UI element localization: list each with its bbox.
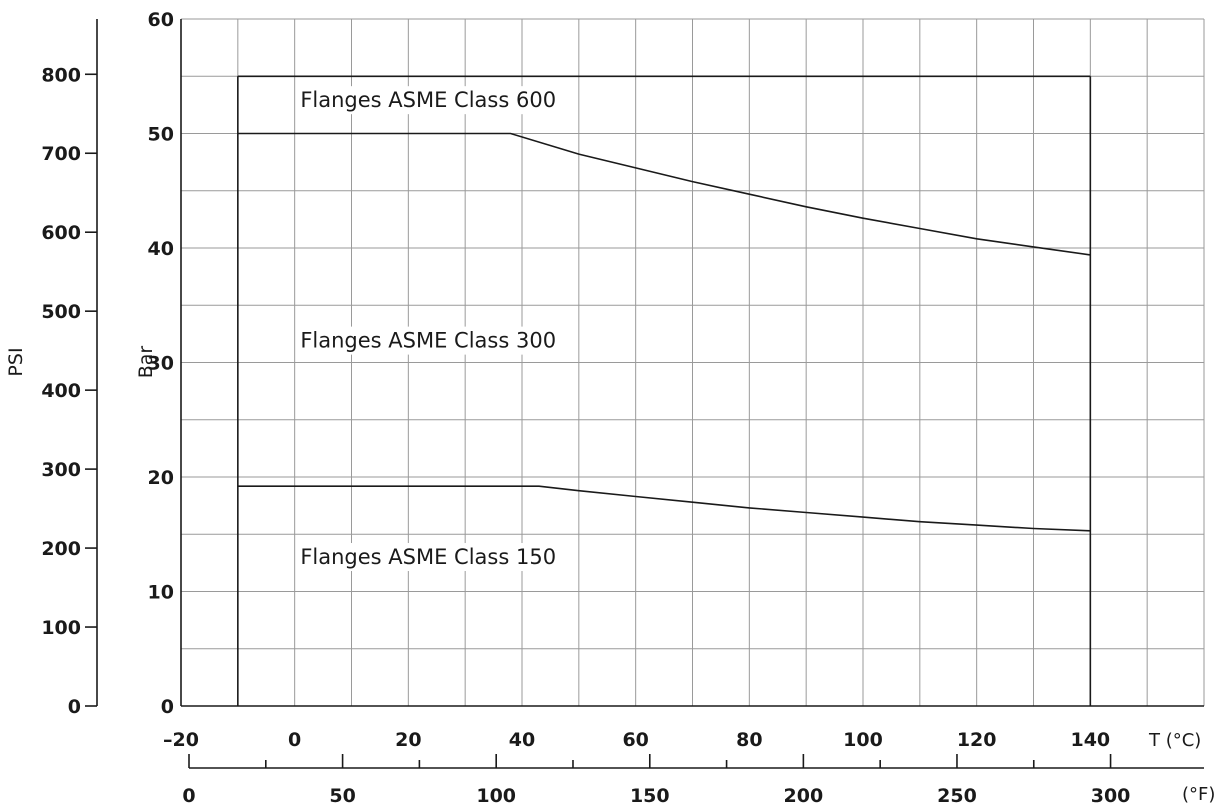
- psi-axis-title: PSI: [5, 347, 27, 376]
- psi-tick-label: 400: [41, 380, 81, 402]
- fahrenheit-tick-label: 150: [630, 785, 670, 807]
- grid: [180, 18, 1205, 707]
- region-label: Flanges ASME Class 150: [300, 545, 556, 569]
- celsius-tick-label: 60: [622, 729, 648, 751]
- psi-tick-label: 600: [41, 222, 81, 244]
- region-label-background: [297, 326, 560, 355]
- fahrenheit-tick-label: 0: [182, 785, 195, 807]
- psi-tick-label: 300: [41, 459, 81, 481]
- region-label-background: [297, 86, 560, 115]
- region-label-background: [297, 543, 560, 572]
- curves: [237, 75, 1092, 706]
- fahrenheit-tick-label: 50: [329, 785, 355, 807]
- celsius-tick-label: 0: [288, 729, 301, 751]
- psi-tick-label: 200: [41, 538, 81, 560]
- labels: Flanges ASME Class 600 Flanges ASME Class…: [297, 86, 560, 572]
- celsius-tick-label: 80: [736, 729, 762, 751]
- bar-tick-label: 40: [148, 238, 174, 260]
- bar-tick-label: 30: [148, 353, 174, 375]
- region-label: Flanges ASME Class 300: [300, 329, 556, 353]
- axes: 0 10 20 30 40 50 60 Bar –20 0 20 40 60 80 100 120 140 T (…: [5, 9, 1215, 807]
- bar-tick-label: 60: [148, 9, 174, 31]
- bar-axis-title: Bar: [135, 346, 157, 379]
- fahrenheit-tick-label: 250: [937, 785, 977, 807]
- bar-tick-label: 50: [148, 124, 174, 146]
- celsius-tick-label: 100: [843, 729, 883, 751]
- class-150-curve: [237, 485, 1091, 532]
- class-300-curve: [237, 132, 1091, 256]
- bar-tick-label: 10: [148, 582, 174, 604]
- psi-tick-label: 800: [41, 64, 81, 86]
- bar-tick-label: 0: [161, 696, 174, 718]
- celsius-tick-label: 20: [395, 729, 421, 751]
- psi-tick-label: 500: [41, 301, 81, 323]
- celsius-tick-label: 40: [509, 729, 535, 751]
- psi-tick-label: 100: [41, 617, 81, 639]
- psi-tick-label: 700: [41, 143, 81, 165]
- celsius-tick-label: –20: [163, 729, 199, 751]
- celsius-axis-title: T (°C): [1148, 730, 1201, 751]
- psi-tick-label: 0: [68, 696, 81, 718]
- celsius-tick-label: 120: [957, 729, 997, 751]
- fahrenheit-tick-label: 300: [1091, 785, 1131, 807]
- bar-tick-label: 20: [148, 467, 174, 489]
- celsius-tick-label: 140: [1070, 729, 1110, 751]
- region-label: Flanges ASME Class 600: [300, 88, 556, 112]
- fahrenheit-axis-title: (°F): [1182, 784, 1215, 805]
- fahrenheit-tick-label: 100: [476, 785, 516, 807]
- fahrenheit-tick-label: 200: [784, 785, 824, 807]
